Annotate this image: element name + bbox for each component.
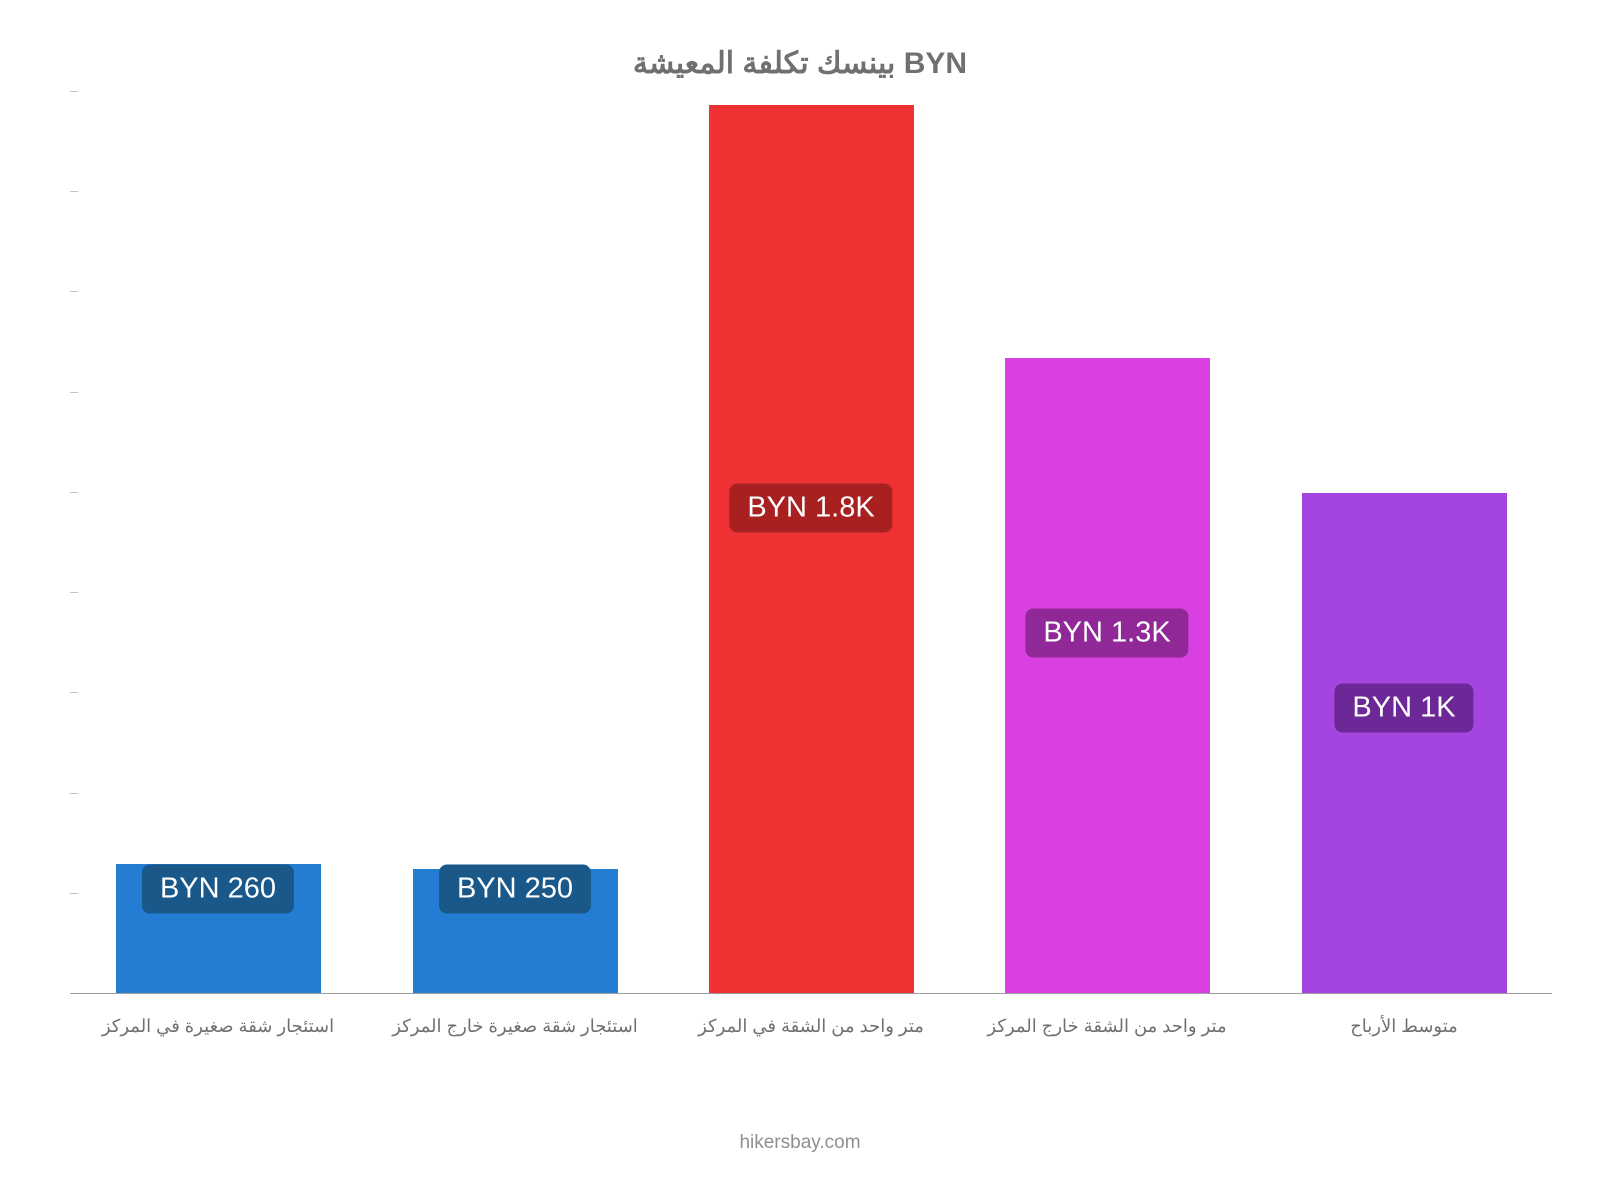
x-tick-label: متر واحد من الشقة في المركز <box>698 1016 924 1037</box>
bars-group: BYN 260 BYN 250 BYN 1.8K BYN 1.3K BYN 1K <box>70 92 1552 994</box>
chart-title: بينسك تكلفة المعيشة BYN <box>0 46 1600 81</box>
bar-value-badge: BYN 1.3K <box>1025 609 1188 658</box>
x-tick-label: متوسط الأرباح <box>1350 1016 1458 1037</box>
bar <box>1005 358 1210 994</box>
x-tick-label: استئجار شقة صغيرة خارج المركز <box>392 1016 638 1037</box>
x-axis-labels: استئجار شقة صغيرة في المركز استئجار شقة ص… <box>70 1000 1552 1050</box>
x-tick-label: متر واحد من الشقة خارج المركز <box>987 1016 1226 1037</box>
attribution-text: hikersbay.com <box>0 1132 1600 1154</box>
bar-value-badge: BYN 1K <box>1334 684 1473 733</box>
x-tick-label: استئجار شقة صغيرة في المركز <box>102 1016 334 1037</box>
chart-container: بينسك تكلفة المعيشة BYN 0200400600800100… <box>0 0 1600 1200</box>
bar-value-badge: BYN 250 <box>439 864 591 913</box>
bar <box>709 105 914 994</box>
bar-value-badge: BYN 260 <box>142 864 294 913</box>
bar <box>1302 493 1507 994</box>
plot-area: 020040060080010001200140016001800 BYN 26… <box>70 92 1552 994</box>
x-axis-baseline <box>70 993 1552 994</box>
bar-value-badge: BYN 1.8K <box>729 483 892 532</box>
